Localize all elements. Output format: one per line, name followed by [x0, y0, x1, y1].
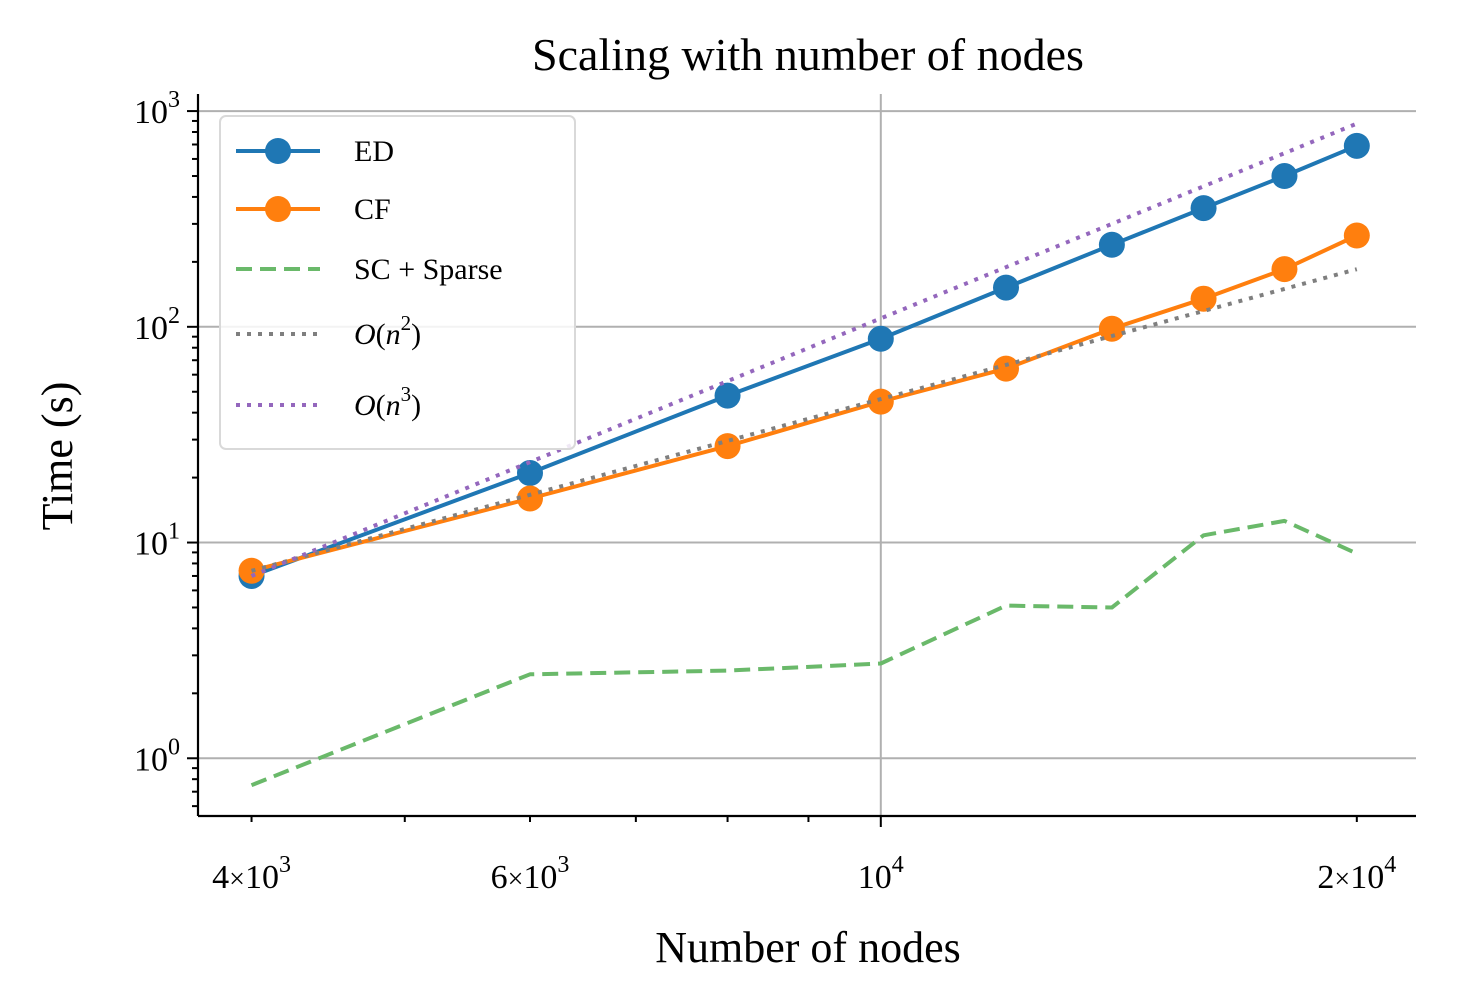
y-tick-label: 100 — [134, 734, 180, 778]
legend-label-3: O(n2) — [354, 311, 421, 351]
data-point — [993, 274, 1020, 301]
legend: ED CF SC + Sparse O(n2) O(n3) — [219, 115, 576, 450]
data-point — [1098, 231, 1125, 258]
x-tick-label: 104 — [858, 852, 904, 896]
x-tick-label: 2×104 — [1317, 852, 1396, 896]
legend-label-1: CF — [354, 193, 391, 226]
y-tick-label: 103 — [134, 87, 180, 131]
series-line-2 — [250, 518, 1358, 788]
y-tick-label: 101 — [134, 519, 180, 563]
x-tick-label: 4×103 — [212, 852, 291, 896]
legend-marker-1 — [265, 196, 291, 222]
data-point — [1343, 222, 1370, 249]
data-point — [1098, 315, 1125, 342]
chart-title: Scaling with number of nodes — [532, 29, 1084, 80]
data-point — [867, 388, 894, 415]
data-point — [1343, 132, 1370, 159]
data-point — [516, 485, 543, 512]
data-point — [993, 355, 1020, 382]
x-axis-label: Number of nodes — [655, 923, 961, 972]
y-axis-label: Time (s) — [33, 382, 82, 531]
data-point — [1190, 195, 1217, 222]
series-layer — [238, 121, 1370, 788]
axes: 4×103 6×103 104 2×104 100 101 102 103 — [134, 87, 1416, 896]
legend-marker-0 — [265, 138, 291, 164]
data-point — [1190, 285, 1217, 312]
data-point — [714, 433, 741, 460]
legend-label-0: ED — [354, 135, 394, 168]
data-point — [867, 325, 894, 352]
y-tick-label: 102 — [134, 303, 180, 347]
data-point — [1271, 163, 1298, 190]
data-point — [714, 382, 741, 409]
legend-label-4: O(n3) — [354, 382, 421, 422]
data-point — [516, 460, 543, 487]
x-tick-label: 6×103 — [491, 852, 570, 896]
data-point — [1271, 256, 1298, 283]
legend-label-2: SC + Sparse — [354, 253, 503, 286]
legend-frame — [219, 115, 576, 450]
series-line-3 — [250, 267, 1358, 573]
series-line-4 — [250, 121, 1358, 578]
